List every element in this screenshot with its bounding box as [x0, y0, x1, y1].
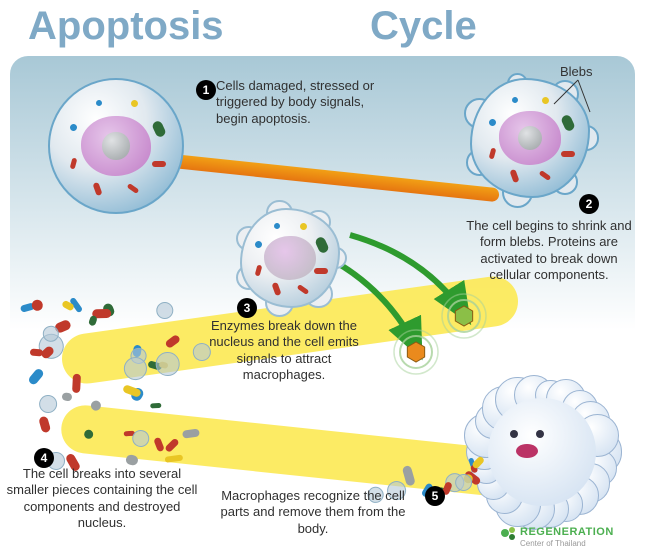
brand-logo-subtext: Center of Thailand — [520, 539, 586, 548]
step-text-3: Enzymes break down the nucleus and the c… — [204, 318, 364, 383]
cell-healthy — [48, 78, 184, 214]
fragments-large — [20, 300, 200, 460]
blebs-label: Blebs — [560, 64, 593, 79]
step-text-5: Macrophages recognize the cell parts and… — [208, 488, 418, 537]
step-text-4: The cell breaks into several smaller pie… — [2, 466, 202, 531]
step-number-1: 1 — [196, 80, 216, 100]
macrophage — [470, 380, 614, 524]
step-text-1: Cells damaged, stressed or triggered by … — [216, 78, 386, 127]
cell-blebbing — [470, 78, 590, 198]
step-number-2: 2 — [579, 194, 599, 214]
step-text-2: The cell begins to shrink and form blebs… — [465, 218, 633, 283]
brand-logo-text: REGENERATION — [520, 526, 614, 538]
cell-shrunk — [240, 208, 340, 308]
step-number-3: 3 — [237, 298, 257, 318]
diagram-canvas: Apoptosis Cycle Blebs 1Cells damaged, st… — [0, 0, 645, 559]
brand-logo-mark — [500, 524, 518, 547]
step-number-4: 4 — [34, 448, 54, 468]
step-number-5: 5 — [425, 486, 445, 506]
